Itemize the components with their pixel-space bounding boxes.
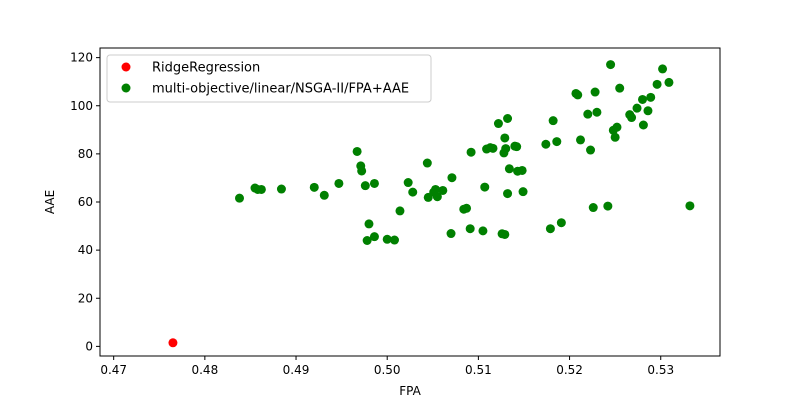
nsga-point <box>422 158 432 168</box>
nsga-point <box>590 87 600 97</box>
nsga-point <box>309 182 319 192</box>
nsga-point <box>369 178 379 188</box>
nsga-point <box>360 181 370 191</box>
nsga-point <box>576 135 585 145</box>
x-tick-label: 0.51 <box>465 363 492 377</box>
x-tick-label: 0.48 <box>191 363 218 377</box>
nsga-point <box>664 77 674 87</box>
nsga-point <box>646 92 656 102</box>
nsga-point <box>447 173 457 183</box>
nsga-point <box>382 234 392 244</box>
x-tick-label: 0.47 <box>100 363 127 377</box>
legend-marker-ridge <box>121 62 131 72</box>
nsga-point <box>503 189 513 199</box>
nsga-point <box>512 142 522 152</box>
ridge-point <box>168 338 178 348</box>
axes-layer: 0.47 0.48 0.49 0.50 0.51 0.52 0.53 0 20 40 60 80 100… <box>70 47 721 377</box>
legend-marker-nsga <box>121 83 131 93</box>
nsga-point <box>352 146 362 156</box>
nsga-point <box>431 184 441 194</box>
nsga-point <box>552 137 562 147</box>
nsga-point <box>466 147 476 157</box>
nsga-point <box>573 90 583 100</box>
nsga-point <box>541 139 551 149</box>
nsga-point <box>488 143 498 153</box>
nsga-point <box>610 132 620 142</box>
nsga-point <box>517 165 527 175</box>
nsga-point <box>362 236 372 245</box>
legend-box <box>106 54 432 103</box>
nsga-point <box>504 164 514 174</box>
legend: RidgeRegression multi-objective/linear/N… <box>106 54 432 103</box>
nsga-point <box>334 178 344 188</box>
nsga-point <box>652 79 662 89</box>
y-tick-label: 40 <box>78 243 93 257</box>
nsga-point <box>446 229 456 239</box>
nsga-point <box>643 106 653 116</box>
nsga-point <box>235 193 244 203</box>
nsga-point <box>615 83 625 93</box>
nsga-point <box>658 64 668 74</box>
nsga-point <box>592 107 602 117</box>
nsga-point <box>588 203 598 213</box>
x-tick-label: 0.50 <box>374 363 401 377</box>
nsga-point <box>632 103 642 113</box>
y-tick-label: 120 <box>70 51 93 65</box>
legend-label-ridge: RidgeRegression <box>152 61 260 76</box>
nsga-point <box>518 187 528 197</box>
nsga-point <box>638 94 647 104</box>
nsga-point <box>390 235 399 245</box>
nsga-point <box>276 184 286 194</box>
nsga-point <box>500 133 510 143</box>
nsga-point <box>583 109 593 119</box>
nsga-point <box>545 224 555 234</box>
nsga-point <box>627 113 637 123</box>
y-tick-label: 60 <box>78 195 93 209</box>
y-tick-label: 80 <box>78 147 93 161</box>
nsga-point <box>500 229 510 239</box>
nsga-point <box>501 144 511 154</box>
nsga-point <box>465 224 475 234</box>
nsga-point <box>685 201 695 211</box>
x-tick-label: 0.52 <box>556 363 583 377</box>
nsga-point <box>403 178 413 188</box>
nsga-point <box>603 201 613 211</box>
nsga-point <box>612 122 622 132</box>
nsga-point <box>408 187 418 197</box>
nsga-point <box>462 203 472 213</box>
x-tick-label: 0.49 <box>283 363 310 377</box>
nsga-point <box>364 219 374 229</box>
nsga-point <box>480 182 490 192</box>
nsga-point <box>432 192 442 202</box>
legend-label-nsga: multi-objective/linear/NSGA-II/FPA+AAE <box>152 82 409 97</box>
nsga-point <box>256 184 266 194</box>
nsga-point <box>548 116 558 126</box>
nsga-point <box>638 120 648 130</box>
nsga-point <box>556 218 566 228</box>
y-axis-label: AAE <box>43 190 57 214</box>
nsga-point <box>586 145 596 155</box>
nsga-point <box>369 232 379 242</box>
nsga-point <box>357 166 367 176</box>
points-layer <box>168 60 695 348</box>
nsga-point <box>478 226 488 236</box>
nsga-point <box>606 60 616 70</box>
x-axis-label: FPA <box>399 384 421 398</box>
nsga-point <box>493 119 503 129</box>
nsga-point <box>319 190 329 200</box>
x-tick-label: 0.53 <box>647 363 674 377</box>
y-tick-label: 20 <box>78 291 93 305</box>
nsga-point <box>503 114 513 123</box>
nsga-point <box>395 206 405 216</box>
y-tick-label: 100 <box>70 99 93 113</box>
y-tick-label: 0 <box>85 339 93 353</box>
nsga-point <box>438 185 448 195</box>
